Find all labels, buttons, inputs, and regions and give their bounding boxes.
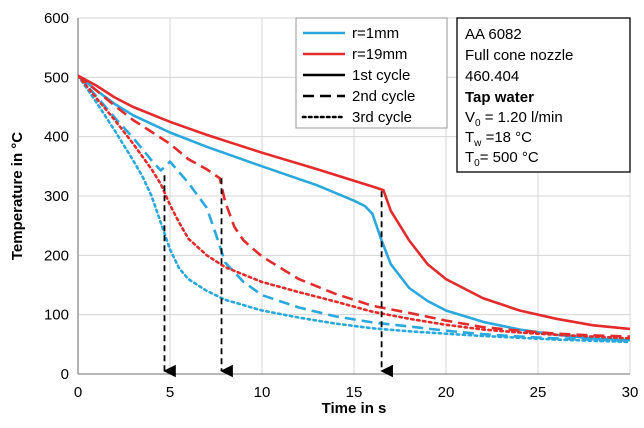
series-line-1 (78, 74, 630, 331)
y-tick-label: 500 (44, 69, 69, 86)
info-alloy: AA 6082 (465, 26, 522, 43)
y-tick-label: 100 (44, 307, 69, 324)
series-line-4 (78, 74, 630, 344)
legend-label-3: 2nd cycle (352, 88, 415, 105)
legend-box (295, 17, 448, 129)
info-box-border (456, 17, 631, 173)
series-group (78, 74, 630, 344)
y-tick-label: 200 (44, 247, 69, 264)
legend-label-2: 1st cycle (352, 67, 410, 84)
legend-label-0: r=1mm (352, 25, 399, 42)
legend-label-1: r=19mm (352, 46, 407, 63)
legend: r=1mm r=19mm 1st cycle 2nd cycle 3rd cycle (295, 17, 448, 129)
info-flow-rate: V0 = 1.20 l/min (465, 109, 563, 129)
experiment-info-box: AA 6082 Full cone nozzle 460.404 Tap wat… (456, 17, 631, 173)
x-axis-title: Time in s (322, 400, 387, 417)
y-tick-label: 300 (44, 188, 69, 205)
arrow-group (163, 175, 393, 378)
y-tick-label: 400 (44, 129, 69, 146)
x-tick-label: 30 (622, 384, 639, 401)
series-line-5 (78, 74, 630, 340)
info-initial-temp: T0= 500 °C (465, 149, 539, 169)
series-line-3 (78, 74, 630, 338)
x-tick-label: 25 (530, 384, 547, 401)
legend-label-4: 3rd cycle (352, 109, 412, 126)
x-tick-label: 10 (254, 384, 271, 401)
x-tick-label: 15 (346, 384, 363, 401)
x-tick-label: 20 (438, 384, 455, 401)
series-line-2 (78, 74, 630, 343)
info-nozzle-id: 460.404 (465, 68, 519, 85)
x-tick-label: 5 (166, 384, 174, 401)
info-water-temp: Tw =18 °C (465, 129, 532, 149)
info-nozzle: Full cone nozzle (465, 47, 573, 64)
y-axis-title: Temperature in °C (9, 132, 26, 260)
y-tick-label: 0 (61, 366, 69, 383)
x-tick-label: 0 (74, 384, 82, 401)
y-tick-label: 600 (44, 10, 69, 27)
series-line-0 (78, 74, 630, 342)
info-medium: Tap water (465, 89, 534, 106)
